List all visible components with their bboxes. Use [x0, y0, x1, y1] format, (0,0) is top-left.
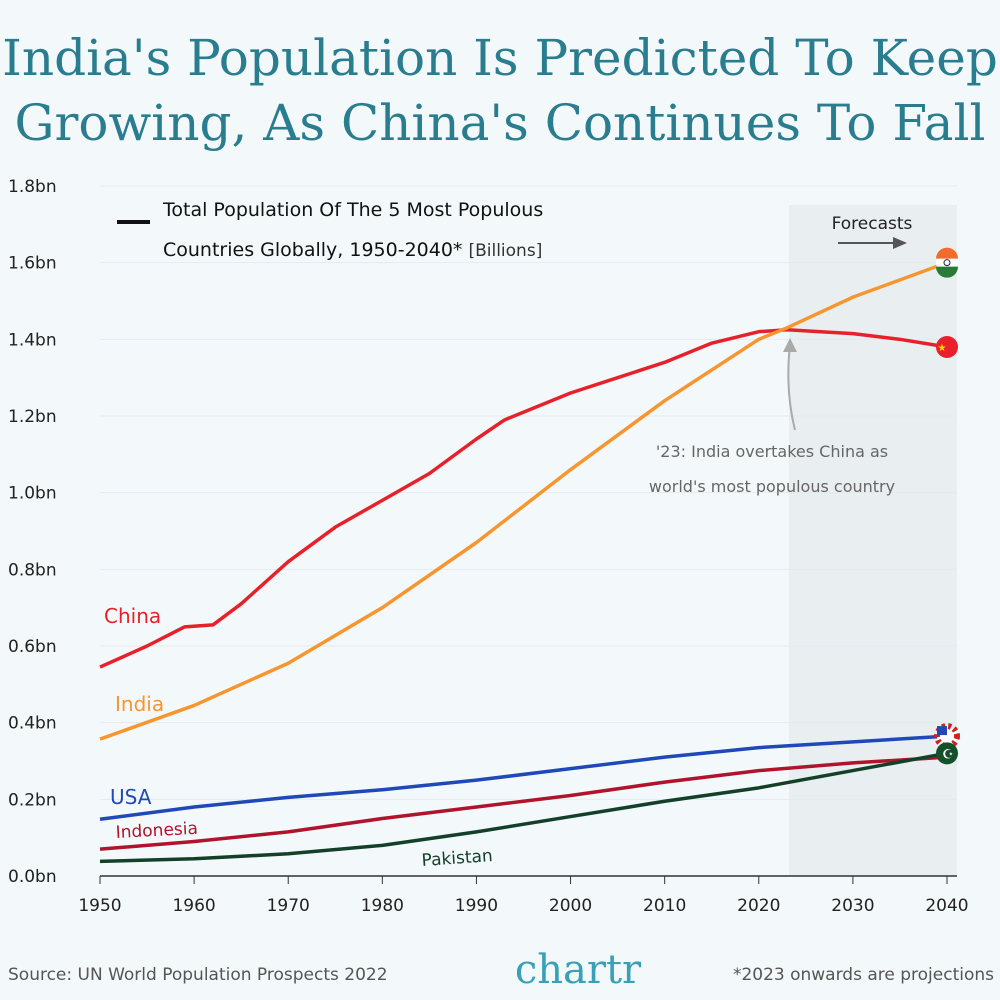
annotation-line-1: '23: India overtakes China as	[656, 442, 888, 461]
forecast-label: Forecasts	[832, 214, 913, 234]
x-tick-label: 1980	[361, 896, 404, 916]
series-line-indonesia	[99, 755, 948, 851]
y-tick-label: 0.4bn	[8, 714, 57, 734]
projection-note: *2023 onwards are projections	[733, 965, 994, 985]
svg-text:★: ★	[938, 343, 947, 354]
y-tick-label: 0.2bn	[8, 790, 57, 810]
y-tick-label: 1.4bn	[8, 330, 57, 350]
y-tick-label: 1.8bn	[8, 177, 57, 197]
y-tick-label: 0.8bn	[8, 560, 57, 580]
legend-line-1: Total Population Of The 5 Most Populous	[162, 199, 543, 221]
series-line-india	[99, 261, 948, 741]
forecast-arrowhead	[893, 237, 907, 249]
brand-logo: chartr	[515, 947, 642, 993]
title-line-2: Growing, As China's Continues To Fall	[15, 94, 986, 152]
series-label-indonesia: Indonesia	[115, 819, 198, 843]
x-tick-label: 1970	[267, 896, 310, 916]
legend-line-2: Countries Globally, 1950-2040* [Billions…	[163, 239, 542, 261]
series-label-china: China	[104, 604, 161, 628]
title-line-1: India's Population Is Predicted To Keep	[2, 29, 998, 87]
x-tick-label: 2040	[925, 896, 968, 916]
forecast-region	[789, 205, 957, 876]
y-tick-label: 1.0bn	[8, 484, 57, 504]
annotation-arrowhead	[783, 338, 797, 352]
series-line-pakistan	[99, 751, 948, 864]
x-tick-label: 2000	[549, 896, 592, 916]
pakistan-flag-icon: ☪	[936, 742, 958, 765]
x-tick-label: 2020	[737, 896, 780, 916]
annotation-line-2: world's most populous country	[649, 477, 895, 496]
series-label-pakistan: Pakistan	[421, 846, 493, 871]
source-text: Source: UN World Population Prospects 20…	[8, 965, 388, 985]
y-tick-label: 1.6bn	[8, 254, 57, 274]
india-flag-icon	[936, 247, 958, 278]
series-label-india: India	[115, 692, 164, 716]
annotation-arrow	[787, 344, 796, 431]
china-flag-icon: ★	[936, 336, 958, 358]
x-tick-label: 1960	[172, 896, 215, 916]
y-tick-label: 1.2bn	[8, 407, 57, 427]
y-tick-label: 0.0bn	[8, 867, 57, 887]
y-tick-label: 0.6bn	[8, 637, 57, 657]
x-tick-label: 1950	[78, 896, 121, 916]
series-label-usa: USA	[110, 785, 152, 809]
x-tick-label: 1990	[455, 896, 498, 916]
x-tick-label: 2010	[643, 896, 686, 916]
svg-text:☪: ☪	[942, 747, 954, 762]
series-line-usa	[99, 734, 948, 822]
usa-flag-icon	[934, 723, 960, 750]
x-tick-label: 2030	[831, 896, 874, 916]
